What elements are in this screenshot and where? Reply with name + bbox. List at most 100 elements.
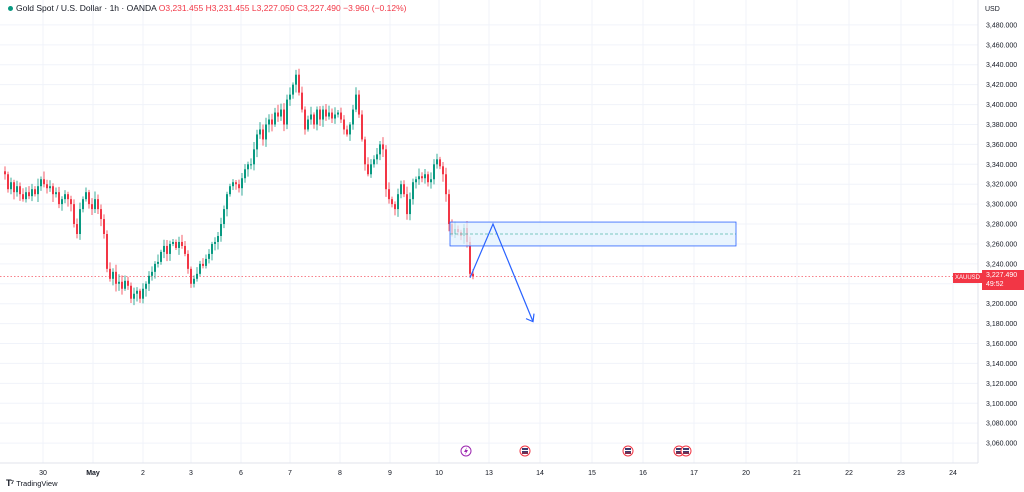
candle-body <box>127 280 129 286</box>
candle-body <box>373 159 375 165</box>
time-tick-label: 22 <box>845 470 853 477</box>
candle-body <box>235 182 237 185</box>
ohlc-close: C3,227.490 <box>296 3 341 13</box>
candle-body <box>247 164 249 170</box>
candle-body <box>232 182 234 187</box>
candle-body <box>94 199 96 210</box>
candle-body <box>436 159 438 165</box>
time-tick-label: 21 <box>793 470 801 477</box>
candle-series <box>4 68 474 306</box>
price-tick-label: 3,280.000 <box>986 222 1017 229</box>
candle-body <box>427 174 429 183</box>
price-tick-label: 3,260.000 <box>986 241 1017 248</box>
candle-body <box>46 184 48 189</box>
flag-stripe <box>522 452 528 454</box>
bar-countdown: 49:52 <box>986 281 1004 288</box>
time-tick-label: 10 <box>435 470 443 477</box>
candle-body <box>148 275 150 284</box>
ohlc-low: L3,227.050 <box>251 3 295 13</box>
candle-body <box>352 109 354 125</box>
symbol-name[interactable]: Gold Spot / U.S. Dollar <box>16 3 102 13</box>
price-tick-label: 3,240.000 <box>986 261 1017 268</box>
candle-body <box>166 245 168 254</box>
flag-stripe <box>683 450 689 451</box>
candle-body <box>145 283 147 289</box>
candle-body <box>448 194 450 225</box>
lightning-glyph <box>464 447 468 455</box>
candle-body <box>193 278 195 284</box>
chart-grid <box>0 0 978 463</box>
candle-body <box>364 139 366 165</box>
candle-body <box>472 273 474 277</box>
candle-body <box>358 94 360 115</box>
candle-body <box>409 199 411 215</box>
candle-body <box>433 164 435 180</box>
candle-body <box>403 184 405 195</box>
candle-body <box>331 112 333 119</box>
candle-body <box>286 99 288 125</box>
candle-body <box>277 112 279 117</box>
time-tick-label: 17 <box>690 470 698 477</box>
flag-stripe <box>683 452 689 454</box>
time-tick-label: 20 <box>742 470 750 477</box>
candle-body <box>322 109 324 120</box>
candle-body <box>190 268 192 284</box>
candle-body <box>295 74 297 85</box>
candle-body <box>49 186 51 189</box>
flag-stripe <box>676 452 682 454</box>
candle-body <box>292 84 294 95</box>
projection-arrow-line <box>469 222 534 322</box>
candle-body <box>367 164 369 175</box>
last-price: 3,227.490 <box>986 272 1018 279</box>
price-tick-label: 3,440.000 <box>986 62 1017 69</box>
candle-body <box>421 176 423 179</box>
candle-body <box>16 186 18 193</box>
candle-body <box>58 192 60 205</box>
event-markers <box>460 445 692 457</box>
candle-body <box>430 179 432 183</box>
candle-body <box>40 179 42 187</box>
candle-body <box>256 134 258 150</box>
market-status-icon <box>8 6 13 12</box>
candle-body <box>10 182 12 190</box>
currency-label[interactable]: USD <box>985 6 1000 13</box>
price-change: −3.960 (−0.12%) <box>343 3 407 13</box>
tradingview-brand[interactable]: T⁷ TradingView <box>6 478 58 488</box>
candle-body <box>55 192 57 195</box>
candle-body <box>238 184 240 189</box>
time-tick-label: 14 <box>536 470 544 477</box>
candle-body <box>139 290 141 299</box>
candle-body <box>415 179 417 183</box>
candle-body <box>361 114 363 140</box>
candle-body <box>37 186 39 195</box>
candle-body <box>163 245 165 252</box>
time-tick-label: 8 <box>338 470 342 477</box>
ohlc-open: O3,231.455 <box>158 3 204 13</box>
candle-body <box>397 194 399 210</box>
candle-body <box>178 241 180 248</box>
candle-body <box>7 174 9 190</box>
candle-body <box>337 112 339 115</box>
time-tick-label: 3 <box>189 470 193 477</box>
candle-body <box>316 109 318 125</box>
candle-body <box>181 241 183 246</box>
flag-stripe <box>625 452 631 454</box>
candle-body <box>223 209 225 225</box>
candle-body <box>424 174 426 179</box>
time-axis-labels: 30 May 2 3 6 7 8 9 10 13 14 15 16 17 20 21 22 23 24 <box>39 470 957 477</box>
price-tick-label: 3,360.000 <box>986 142 1017 149</box>
time-tick-label: 9 <box>388 470 392 477</box>
candle-body <box>106 234 108 269</box>
price-tick-label: 3,400.000 <box>986 102 1017 109</box>
candle-body <box>70 199 72 205</box>
candle-body <box>226 194 228 210</box>
time-tick-label: 23 <box>897 470 905 477</box>
interval[interactable]: 1h <box>109 3 120 13</box>
candle-body <box>265 124 267 140</box>
candle-body <box>52 186 54 195</box>
candle-body <box>73 204 75 225</box>
candle-body <box>343 119 345 130</box>
candle-body <box>175 241 177 248</box>
candle-body <box>253 149 255 165</box>
